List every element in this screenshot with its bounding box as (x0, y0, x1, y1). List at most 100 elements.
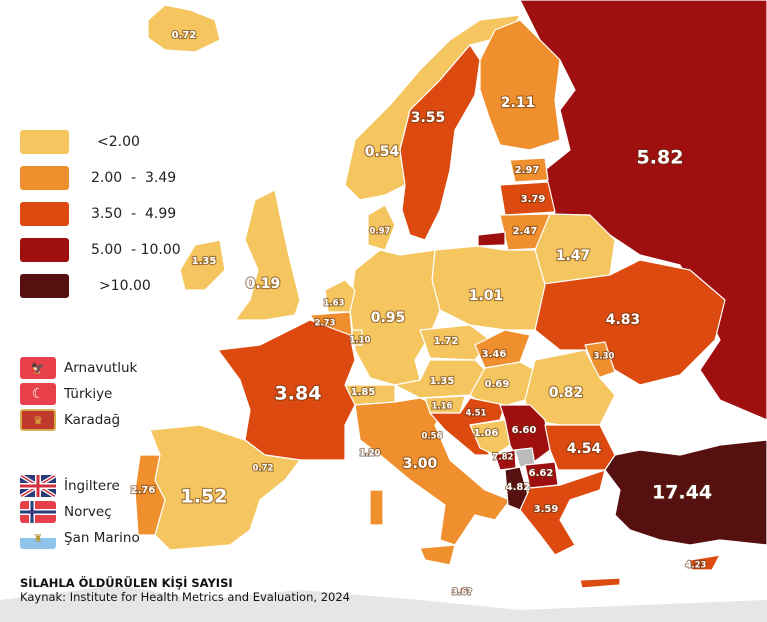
label-bosnia: 1.06 (474, 428, 499, 439)
label-poland: 1.01 (469, 288, 504, 304)
country-ukraine (534, 259, 726, 386)
country-turkey (604, 439, 767, 546)
country-cyprus (689, 554, 721, 571)
label-albania: 4.82 (506, 482, 531, 493)
norway-flag-icon (20, 501, 56, 523)
flag-label: Türkiye (64, 386, 113, 402)
label-estonia: 2.97 (515, 165, 540, 176)
label-luxembourg: 1.10 (350, 336, 371, 346)
flag-notes-group-1: 🦅 Arnavutluk ☾ Türkiye ♛ Karadağ (20, 355, 137, 433)
label-malta: 3.6? (452, 588, 472, 598)
country-kaliningrad (477, 231, 506, 247)
country-sweden (399, 44, 481, 241)
country-netherlands (324, 279, 356, 313)
label-slovakia: 3.46 (482, 349, 507, 360)
country-luxembourg (351, 329, 363, 346)
albania-flag-icon: 🦅 (20, 357, 56, 379)
legend-swatch (20, 130, 69, 154)
country-slovakia (474, 329, 531, 369)
label-latvia: 3.79 (521, 194, 546, 205)
label-austria: 1.35 (430, 376, 455, 387)
label-cyprus: 4.23 (686, 561, 707, 571)
country-crete (579, 577, 621, 589)
label-sweden: 3.55 (411, 110, 446, 126)
flag-label: Şan Marino (64, 530, 140, 546)
label-belgium: 2.73 (315, 319, 336, 329)
country-latvia (499, 181, 556, 216)
country-denmark (367, 204, 396, 251)
footer: SİLAHLA ÖLDÜRÜLEN KİŞİ SAYISI Kaynak: In… (20, 576, 350, 604)
label-russia: 5.82 (637, 147, 684, 169)
label-san-marino: 0.56 (422, 432, 443, 442)
country-ireland (179, 239, 226, 291)
label-norway: 0.54 (365, 144, 400, 160)
label-hungary: 0.69 (485, 379, 510, 390)
label-greece: 3.59 (534, 504, 559, 515)
label-uk: 0.19 (246, 276, 281, 292)
label-portugal: 2.76 (131, 485, 156, 496)
country-portugal (134, 454, 166, 536)
legend-item: <2.00 (20, 124, 181, 160)
label-iceland: 0.72 (172, 30, 197, 41)
legend-item: >10.00 (20, 268, 181, 304)
country-germany (349, 249, 441, 386)
country-uk (234, 189, 301, 321)
label-ukraine: 4.83 (606, 312, 641, 328)
legend-swatch (20, 238, 69, 262)
label-ireland: 1.35 (192, 256, 217, 267)
legend-label: 3.50 - 4.99 (91, 206, 177, 222)
legend-swatch (20, 274, 69, 298)
label-belarus: 1.47 (556, 248, 591, 264)
country-iceland (147, 4, 221, 53)
legend-item: 2.00 - 3.49 (20, 160, 181, 196)
label-moldova: 3.30 (594, 352, 615, 362)
legend-label: <2.00 (97, 134, 140, 150)
legend-item: 3.50 - 4.99 (20, 196, 181, 232)
country-sicily (419, 544, 456, 566)
label-andorra: 0.72 (253, 464, 274, 474)
legend-swatch (20, 166, 69, 190)
source-note: Kaynak: Institute for Health Metrics and… (20, 590, 350, 604)
country-sardinia (369, 489, 384, 526)
flag-label: Arnavutluk (64, 360, 138, 376)
label-lithuania: 2.47 (513, 226, 538, 237)
country-france (217, 319, 356, 461)
label-north-macedonia: 6.62 (529, 468, 554, 479)
label-spain: 1.52 (181, 486, 228, 508)
africa-landmass (0, 585, 767, 622)
label-switzerland: 1.85 (351, 387, 376, 398)
label-finland: 2.11 (501, 95, 536, 111)
color-legend: <2.00 2.00 - 3.49 3.50 - 4.99 5.00 - 10.… (20, 124, 181, 304)
san-marino-flag-icon: ♜ (20, 527, 56, 549)
label-monaco: 1.20 (360, 449, 381, 459)
label-netherlands: 1.63 (324, 299, 345, 309)
flag-notes-group-2: İngiltere Norveç ♜ Şan Marino (20, 473, 140, 551)
country-finland (479, 19, 561, 151)
map-title: SİLAHLA ÖLDÜRÜLEN KİŞİ SAYISI (20, 576, 233, 590)
flag-label: İngiltere (64, 478, 120, 494)
label-germany: 0.95 (371, 310, 406, 326)
uk-flag-icon (20, 475, 56, 497)
flag-label: Norveç (64, 504, 112, 520)
legend-label: 5.00 - 10.00 (91, 242, 181, 258)
legend-swatch (20, 202, 69, 226)
turkey-flag-icon: ☾ (20, 383, 56, 405)
label-montenegro: 7.82 (493, 453, 514, 463)
label-italy: 3.00 (403, 456, 438, 472)
country-bosnia (469, 419, 511, 456)
label-slovenia: 1.16 (432, 402, 453, 412)
label-denmark: 0.97 (370, 227, 391, 237)
label-romania: 0.82 (549, 385, 584, 401)
label-bulgaria: 4.54 (567, 441, 602, 457)
legend-item: 5.00 - 10.00 (20, 232, 181, 268)
label-france: 3.84 (275, 383, 322, 405)
label-croatia: 4.51 (466, 409, 487, 419)
legend-label: >10.00 (99, 278, 151, 294)
country-greece (519, 469, 606, 556)
label-turkey: 17.44 (652, 482, 712, 504)
country-malta (459, 586, 467, 594)
legend-label: 2.00 - 3.49 (91, 170, 177, 186)
montenegro-flag-icon: ♛ (20, 409, 56, 431)
